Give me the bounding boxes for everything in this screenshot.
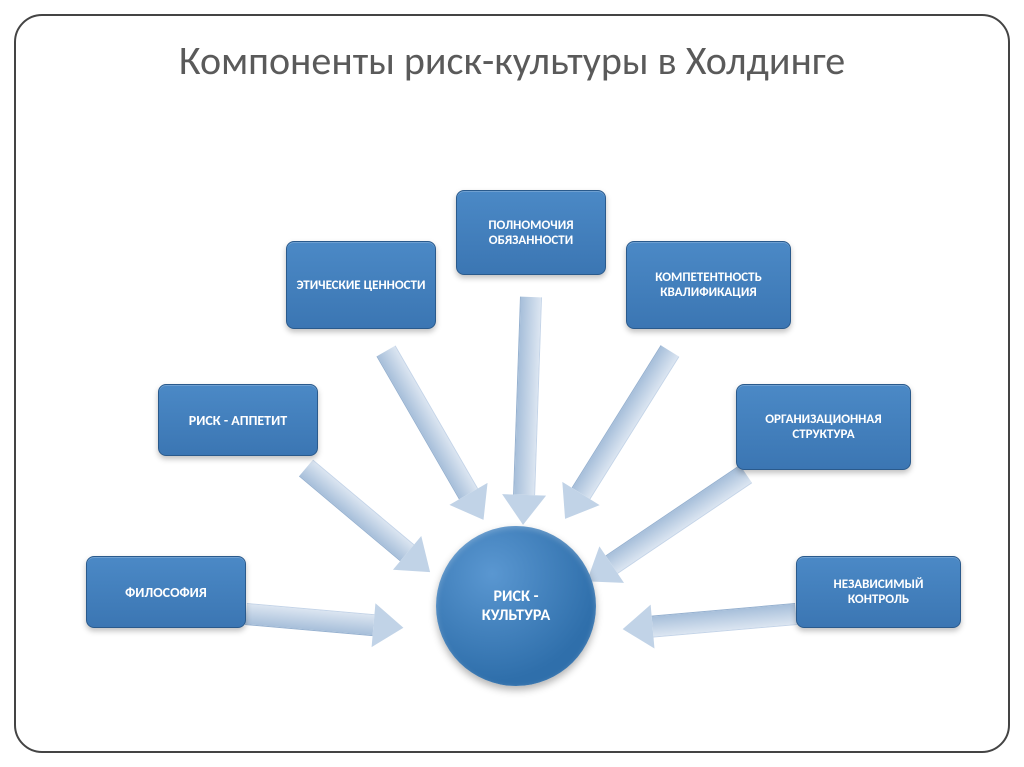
node-risk_appetite: РИСК - АППЕТИТ <box>158 384 318 456</box>
node-philosophy: ФИЛОСОФИЯ <box>86 556 246 628</box>
node-authority: ПОЛНОМОЧИЯ ОБЯЗАННОСТИ <box>456 190 606 275</box>
arrow-risk_appetite <box>292 451 444 589</box>
arrow-philosophy <box>244 592 405 650</box>
arrow-control <box>621 592 798 651</box>
center-node: РИСК -КУЛЬТУРА <box>436 526 596 686</box>
arrow-ethics <box>367 340 503 531</box>
diagram-canvas: РИСК -КУЛЬТУРА ФИЛОСОФИЯ РИСК - АППЕТИТ ЭТИ… <box>16 16 1008 751</box>
node-org: ОРГАНИЗАЦИОННАЯ СТРУКТУРА <box>736 384 911 470</box>
arrow-authority <box>501 296 553 525</box>
node-control: НЕЗАВИСИМЫЙ КОНТРОЛЬ <box>796 556 961 628</box>
node-competence: КОМПЕТЕНТНОСТЬ КВАЛИФИКАЦИЯ <box>626 241 791 329</box>
diagram-frame: Компоненты риск-культуры в Холдинге РИСК… <box>14 14 1010 753</box>
node-ethics: ЭТИЧЕСКИЕ ЦЕННОСТИ <box>286 241 436 329</box>
